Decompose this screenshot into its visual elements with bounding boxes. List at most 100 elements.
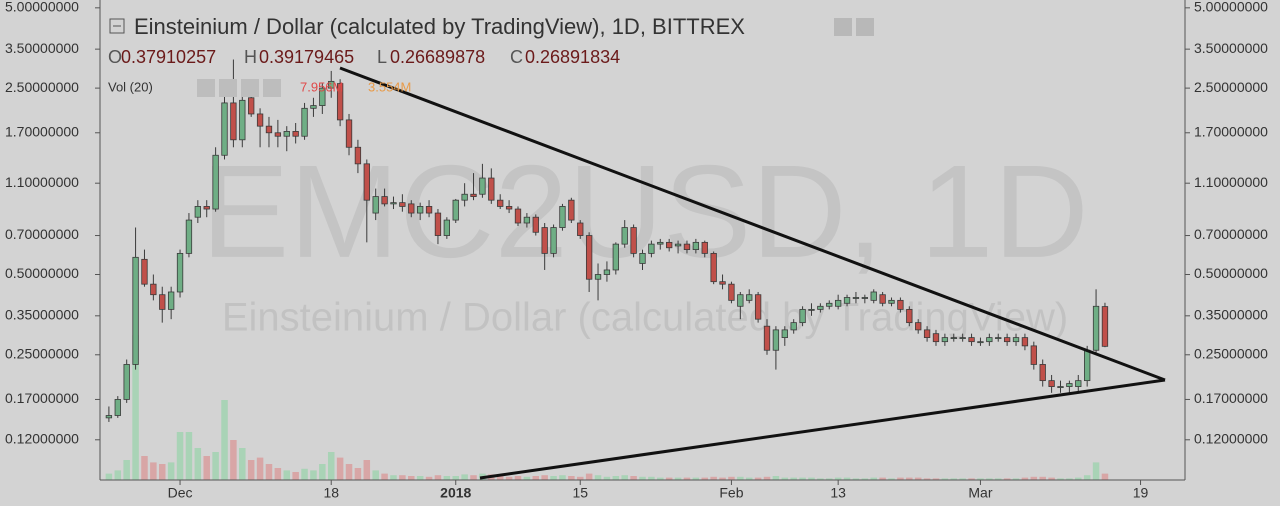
volume-bar [399,475,406,480]
volume-bar [834,477,842,480]
candle-body [630,227,637,254]
volume-bar [514,476,522,480]
x-tick-label: Feb [719,485,743,501]
volume-bar [861,478,869,480]
volume-bar [327,452,335,480]
y-tick-label: 0.12000000 [1194,430,1268,446]
volume-bar [888,478,895,480]
candle-body [408,203,415,214]
volume-bar [1012,478,1020,480]
header: Einsteinium / Dollar (calculated by Trad… [108,14,874,97]
volume-bar [158,464,166,480]
volume-bar [301,468,308,480]
candle-body [239,99,246,141]
candle-body [808,308,815,311]
volume-bar [505,476,513,480]
volume-bar [1048,477,1055,480]
candle-body [701,241,708,254]
candle-body [621,227,628,245]
candle-body [1057,386,1064,388]
indicator-button[interactable] [241,79,259,97]
candle-body [310,105,317,109]
volume-bar [105,473,113,480]
candle-body [461,193,468,201]
volume-bar [630,476,637,480]
trendlines [339,66,1166,480]
volume-bar [612,476,620,480]
candle-body [497,199,504,207]
candle-body [1084,349,1091,382]
volume-bar [408,476,415,480]
volume-bar [1066,478,1073,480]
candle-body [381,196,388,205]
candle-body [114,399,121,416]
volume-bar [123,460,130,480]
candle-body [479,177,486,195]
candle-body [772,329,780,351]
candle-body [434,212,442,236]
volume-bar [737,476,744,480]
candle-body [710,252,717,283]
x-tick-label: Dec [168,485,193,501]
candle-body [194,206,201,218]
volume-bar [1003,478,1011,480]
volume-bar [977,478,984,480]
volume-bar [434,475,442,480]
candle-body [1003,337,1011,343]
candle-body [354,146,362,165]
volume-bar [167,462,175,480]
volume-bar [754,477,762,480]
volume-bar [843,477,851,480]
candle-body [826,302,833,307]
candle-body [692,241,700,250]
x-tick-label: 2018 [440,485,471,501]
volume-bar [1057,478,1064,480]
y-tick-label: 0.12000000 [5,430,79,446]
candle-body [977,341,984,344]
candle-body [941,337,949,343]
candle-body [781,329,788,338]
visibility-button[interactable] [856,18,874,36]
volume-bar [443,476,451,480]
candle-body [790,322,797,331]
candle-body [167,291,175,310]
candle-body [301,107,308,137]
candle-body [292,131,299,137]
candle-body [532,216,539,233]
candle-body [265,125,273,134]
volume-bar [550,476,557,480]
volume-bar [585,473,593,480]
y-tick-label: 0.50000000 [1194,265,1268,281]
candle-body [123,364,130,400]
candle-body [719,281,726,285]
volume-bar [799,477,806,480]
volume-bar [923,478,931,480]
volume-bar [274,468,282,480]
candle-body [212,154,219,210]
collapse-button[interactable] [109,18,125,34]
candle-body [728,283,735,301]
volume-bar [541,475,548,480]
candle-body [995,337,1002,339]
candle-body [248,97,255,115]
candle-body [683,243,691,250]
volume-bar [959,478,966,480]
x-tick-label: 13 [830,485,846,501]
volume-bar [763,476,771,480]
indicator-button[interactable] [197,79,215,97]
y-tick-label: 0.25000000 [1194,345,1268,361]
candle-body [141,258,148,285]
candle-body [514,208,522,224]
volume-bar [1101,473,1109,480]
indicator-button[interactable] [219,79,237,97]
volume-bar [523,476,531,480]
volume-bar [719,477,726,480]
candle-body [1075,380,1082,387]
candle-body [159,294,166,310]
settings-button[interactable] [834,18,852,36]
volume-bar [283,470,291,480]
volume-bar [772,476,780,480]
indicator-close-button[interactable] [263,79,281,97]
y-tick-label: 0.35000000 [5,307,79,323]
candle-body [559,206,566,228]
